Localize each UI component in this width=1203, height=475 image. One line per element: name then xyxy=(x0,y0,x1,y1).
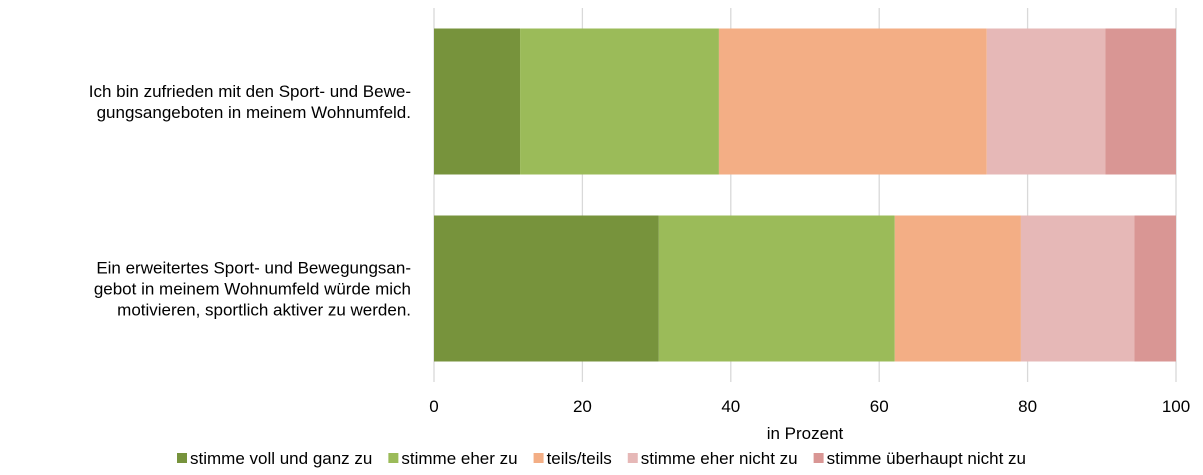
legend-swatch xyxy=(627,453,638,463)
bar-marks xyxy=(434,28,1176,362)
bar-segment xyxy=(986,28,1106,175)
bar-segment xyxy=(1134,215,1176,362)
x-tick-label: 40 xyxy=(721,397,740,416)
x-tick-label: 100 xyxy=(1162,397,1190,416)
category-label: Ich bin zufrieden mit den Sport- und Bew… xyxy=(89,82,411,101)
legend: stimme voll und ganz zu stimme eher zu tei… xyxy=(177,449,1026,468)
legend-swatch xyxy=(533,453,544,463)
x-tick-label: 20 xyxy=(573,397,592,416)
x-axis-title: in Prozent xyxy=(767,424,844,443)
legend-label: stimme eher nicht zu xyxy=(641,449,798,468)
bar-segment xyxy=(718,28,987,175)
legend-swatch xyxy=(177,453,187,463)
category-label: gungsangeboten in meinem Wohnumfeld. xyxy=(97,103,411,122)
category-label: gebot in meinem Wohnumfeld würde mich xyxy=(94,280,411,299)
x-tick-label: 0 xyxy=(429,397,438,416)
legend-swatch xyxy=(388,453,399,463)
category-label: motivieren, sportlich aktiver zu werden. xyxy=(117,301,411,320)
category-label: Ein erweitertes Sport- und Bewegungsan- xyxy=(96,259,411,278)
legend-label: stimme voll und ganz zu xyxy=(190,449,372,468)
x-tick-labels: 0 20 40 60 80 100 xyxy=(429,397,1190,416)
x-tick-label: 80 xyxy=(1018,397,1037,416)
category-labels: Ich bin zufrieden mit den Sport- und Bew… xyxy=(89,82,411,320)
legend-swatch xyxy=(813,453,824,463)
legend-label: stimme eher zu xyxy=(401,449,517,468)
bar-segment xyxy=(1105,28,1176,175)
bar-segment xyxy=(520,28,719,175)
x-tick-label: 60 xyxy=(870,397,889,416)
bar-segment xyxy=(434,215,659,362)
bar-segment xyxy=(434,28,521,175)
bar-segment xyxy=(658,215,895,362)
legend-label: stimme überhaupt nicht zu xyxy=(827,449,1026,468)
legend-label: teils/teils xyxy=(547,449,612,468)
bar-segment xyxy=(1020,215,1135,362)
bar-segment xyxy=(894,215,1021,362)
